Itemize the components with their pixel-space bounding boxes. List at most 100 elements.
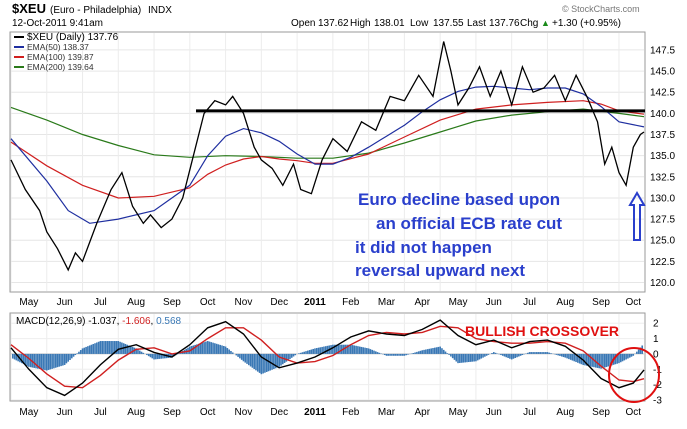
price-y-tick-label: 127.5 [650,215,675,226]
macd-histogram-bar [603,353,606,368]
macd-y-tick-label: 0 [653,349,659,360]
macd-histogram-bar [618,353,620,364]
macd-x-tick-label: May [19,407,38,418]
macd-histogram-bar [24,353,27,365]
macd-histogram-bar [534,352,536,354]
price-x-tick-label: Feb [342,297,360,308]
macd-histogram-bar [630,353,633,357]
macd-histogram-bar [128,345,130,354]
macd-histogram-bar [155,353,157,360]
macd-histogram-bar [487,353,490,355]
macd-histogram-bar [131,346,134,354]
macd-histogram-bar [201,342,204,354]
annotation-line: Euro decline based upon [358,190,560,209]
macd-histogram-bar [348,344,350,354]
macd-histogram-bar [616,353,618,364]
macd-histogram-bar [383,353,386,356]
macd-x-tick-label: May [449,407,468,418]
macd-histogram-bar [349,344,352,354]
macd-histogram-bar [101,341,103,354]
macd-x-tick-label: Oct [625,407,641,418]
macd-histogram-bar [35,353,37,369]
macd-histogram-bar [455,353,458,362]
macd-histogram-bar [146,353,148,356]
macd-histogram-bar [240,353,243,360]
macd-histogram-bar [137,349,139,354]
macd-histogram-bar [239,353,241,359]
price-line [10,41,645,272]
macd-histogram-bar [246,353,248,364]
macd-histogram-bar [437,346,440,354]
macd-histogram-bar [423,349,425,354]
macd-histogram-bar [607,353,610,367]
macd-histogram-bar [38,353,41,370]
macd-histogram-bar [162,353,164,359]
macd-histogram-bar [596,353,599,368]
macd-histogram-bar [600,353,602,369]
grid-lines [10,33,644,401]
macd-histogram-bar [559,353,561,356]
macd-histogram-bar [249,353,252,367]
macd-histogram-bar [514,353,517,358]
price-y-tick-label: 147.5 [650,45,675,56]
macd-histogram-bar [103,341,105,354]
macd-histogram-bar [369,349,372,354]
macd-histogram-bar [521,353,524,356]
macd-histogram-bar [494,352,497,354]
macd-histogram-bar [178,353,180,354]
macd-histogram-bar [110,341,112,354]
price-x-tick-label: Sep [163,297,181,308]
macd-histogram-bar [492,352,495,354]
price-x-tick-label: Jul [523,297,536,308]
macd-histogram-bar [439,346,441,354]
macd-histogram-bar [417,351,420,354]
price-y-tick-label: 122.5 [650,257,675,268]
macd-histogram-bar [37,353,39,369]
macd-histogram-bar [151,353,154,359]
macd-histogram-bar [391,353,393,356]
macd-histogram-bar [76,353,78,354]
macd-histogram-bar [117,341,120,354]
macd-histogram-bar [462,353,465,363]
macd-histogram-bar [287,353,289,361]
macd-histogram-bar [367,348,370,354]
macd-histogram-bar [92,343,95,354]
macd-histogram-bar [312,348,314,354]
macd-histogram-bar [264,353,266,373]
macd-histogram-bar [484,353,486,357]
macd-y-ticks: 210-1-2-3 [653,319,662,407]
macd-histogram-bar [591,353,593,367]
price-x-tick-label: Mar [378,297,396,308]
macd-histogram-bar [124,343,127,354]
open-value: 137.62 [318,18,349,29]
macd-histogram-bar [215,343,218,354]
macd-histogram-bar [258,353,261,373]
macd-histogram-bar [358,346,361,354]
price-y-tick-label: 125.0 [650,236,675,247]
macd-histogram-bar [398,353,400,356]
macd-histogram-bar [441,348,443,354]
macd-histogram-bar [267,353,270,372]
macd-histogram-bar [278,353,281,367]
macd-histogram-bar [405,353,407,356]
macd-histogram-bar [394,353,397,356]
macd-histogram-bar [374,351,377,354]
macd-histogram-bar [537,352,540,354]
macd-histogram-bar [385,353,388,356]
price-y-tick-label: 135.0 [650,151,675,162]
macd-histogram-bar [451,353,454,359]
macd-histogram-bar [373,350,375,354]
macd-histogram-bar [619,353,622,363]
macd-histogram-bar [611,353,613,366]
macd-histogram-bar [115,341,118,354]
macd-histogram-bar [74,353,77,356]
price-x-ticks: May Jun Jul Aug Sep Oct Nov Dec 2011 Feb Mar Apr May… [19,297,641,308]
macd-histogram-bar [573,353,576,362]
macd-histogram-bar [256,353,259,372]
macd-histogram-bar [226,348,229,354]
macd-histogram-bar [26,353,28,366]
macd-histogram-bar [289,353,291,360]
macd-histogram-bar [314,348,316,354]
last-label: Last [467,18,486,29]
